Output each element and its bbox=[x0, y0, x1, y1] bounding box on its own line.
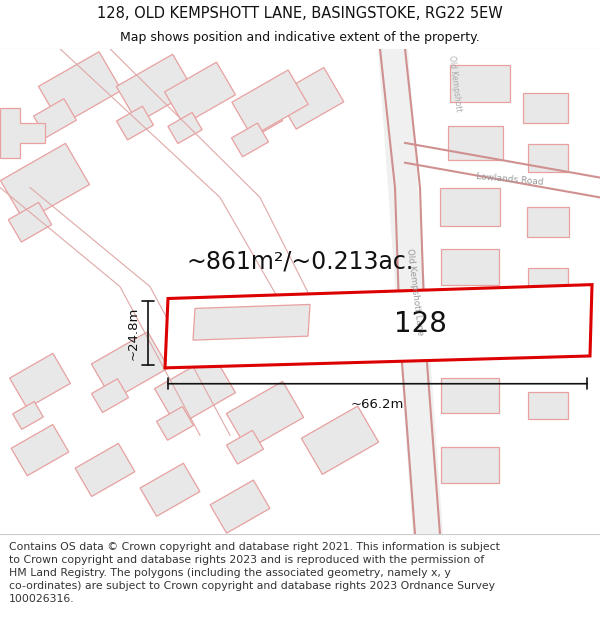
Polygon shape bbox=[116, 54, 194, 122]
Polygon shape bbox=[226, 381, 304, 449]
Polygon shape bbox=[232, 70, 308, 136]
Polygon shape bbox=[210, 480, 270, 533]
Polygon shape bbox=[301, 406, 379, 474]
Text: Old Kempshott Lane: Old Kempshott Lane bbox=[405, 248, 425, 336]
Polygon shape bbox=[13, 401, 43, 429]
Text: ~24.8m: ~24.8m bbox=[127, 306, 140, 360]
Polygon shape bbox=[8, 202, 52, 242]
Text: Contains OS data © Crown copyright and database right 2021. This information is : Contains OS data © Crown copyright and d… bbox=[9, 542, 500, 604]
Polygon shape bbox=[440, 189, 500, 226]
Polygon shape bbox=[168, 112, 202, 144]
Text: Lowlands Road: Lowlands Road bbox=[476, 172, 544, 187]
Polygon shape bbox=[232, 123, 268, 157]
Polygon shape bbox=[378, 49, 443, 534]
Text: 128: 128 bbox=[394, 310, 446, 338]
Polygon shape bbox=[441, 378, 499, 414]
Text: ~861m²/~0.213ac.: ~861m²/~0.213ac. bbox=[187, 250, 413, 274]
Polygon shape bbox=[0, 108, 45, 158]
Polygon shape bbox=[441, 313, 499, 349]
Polygon shape bbox=[34, 99, 76, 138]
Polygon shape bbox=[38, 52, 122, 125]
Polygon shape bbox=[450, 64, 510, 102]
Polygon shape bbox=[276, 68, 344, 129]
Polygon shape bbox=[448, 126, 503, 160]
Polygon shape bbox=[116, 106, 154, 140]
Polygon shape bbox=[528, 392, 568, 419]
Polygon shape bbox=[528, 268, 568, 296]
Polygon shape bbox=[10, 353, 70, 408]
Polygon shape bbox=[193, 304, 310, 340]
Polygon shape bbox=[157, 406, 193, 440]
Polygon shape bbox=[92, 379, 128, 412]
Polygon shape bbox=[155, 355, 235, 426]
Polygon shape bbox=[528, 328, 568, 355]
Polygon shape bbox=[1, 143, 89, 222]
Polygon shape bbox=[140, 463, 200, 516]
Polygon shape bbox=[523, 93, 568, 123]
Polygon shape bbox=[441, 249, 499, 284]
Text: 128, OLD KEMPSHOTT LANE, BASINGSTOKE, RG22 5EW: 128, OLD KEMPSHOTT LANE, BASINGSTOKE, RG… bbox=[97, 6, 503, 21]
Polygon shape bbox=[227, 430, 263, 464]
Polygon shape bbox=[528, 144, 568, 172]
Text: Old Kempshott: Old Kempshott bbox=[447, 55, 463, 112]
Polygon shape bbox=[91, 332, 169, 400]
Polygon shape bbox=[75, 443, 135, 496]
Polygon shape bbox=[164, 62, 235, 124]
Polygon shape bbox=[441, 447, 499, 483]
Text: ~66.2m: ~66.2m bbox=[351, 398, 404, 411]
Polygon shape bbox=[165, 284, 592, 368]
Text: Map shows position and indicative extent of the property.: Map shows position and indicative extent… bbox=[120, 31, 480, 44]
Polygon shape bbox=[527, 208, 569, 237]
Polygon shape bbox=[11, 424, 69, 476]
Polygon shape bbox=[247, 102, 283, 134]
